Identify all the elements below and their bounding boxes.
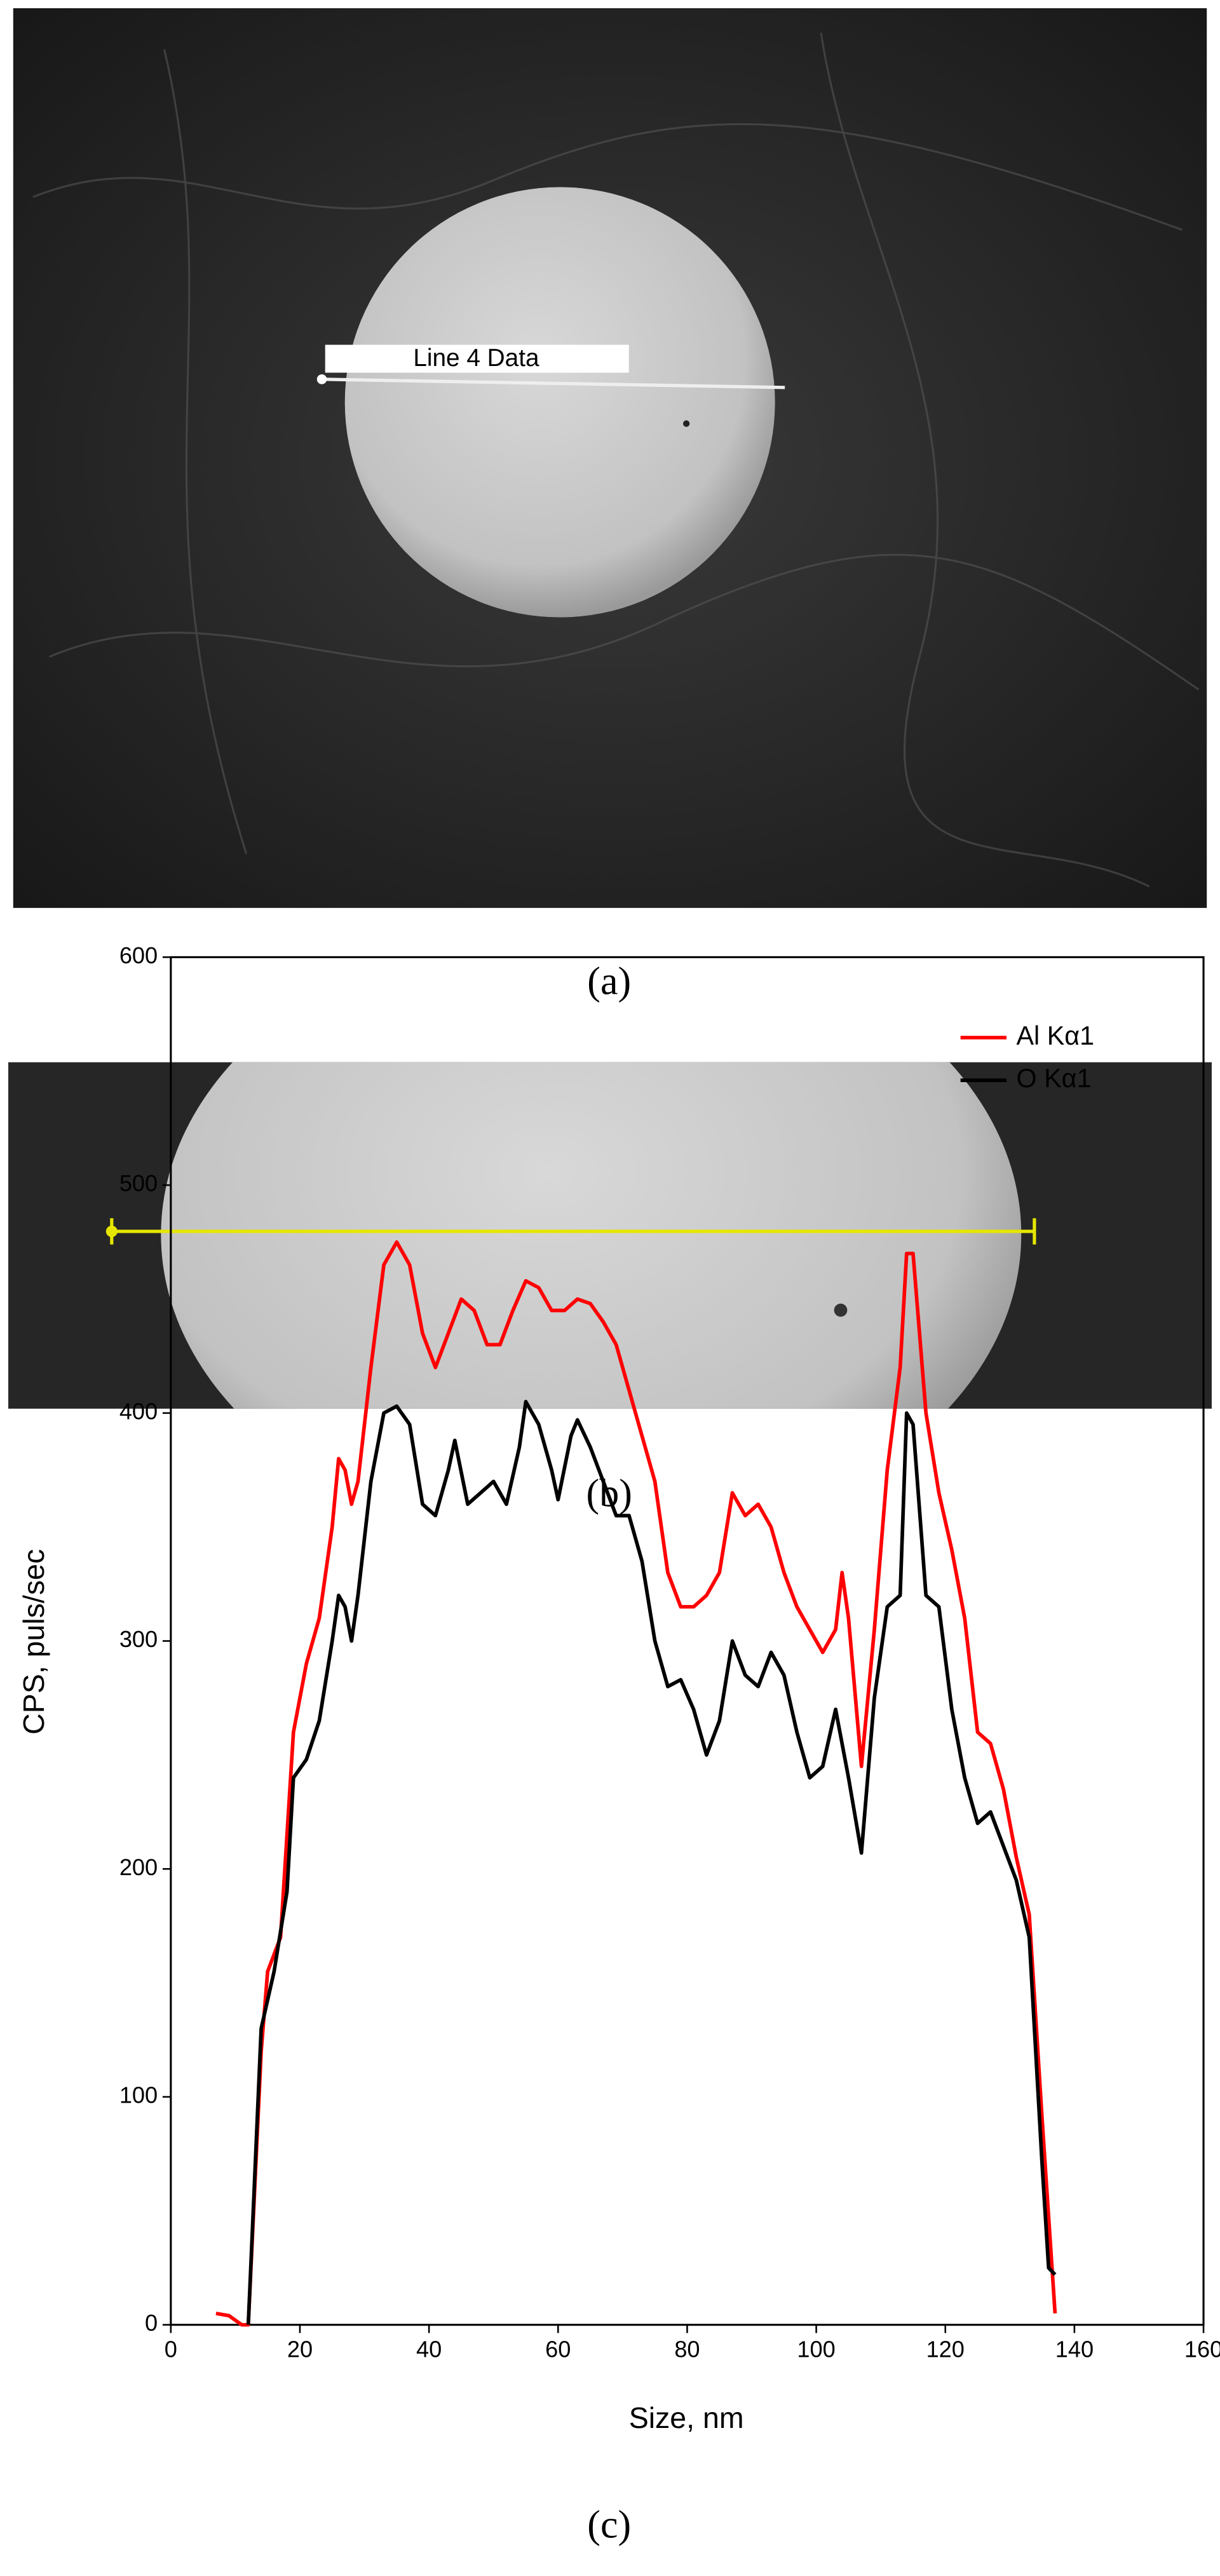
y-tick-label: 600 xyxy=(119,942,158,968)
annotation-box xyxy=(325,344,629,373)
x-tick-label: 60 xyxy=(545,2336,571,2362)
panel-label: (a) xyxy=(587,960,631,1003)
particle xyxy=(344,187,775,618)
chart-caption: (c) xyxy=(587,2503,631,2546)
y-tick-label: 500 xyxy=(119,1170,158,1196)
y-tick-label: 0 xyxy=(145,2310,158,2336)
legend-label: O Kα1 xyxy=(1016,1064,1091,1093)
fibers xyxy=(32,32,1200,888)
y-tick-label: 100 xyxy=(119,2082,158,2108)
spot xyxy=(682,420,690,427)
scan-start xyxy=(316,374,327,384)
annotation: Line 4 Data xyxy=(413,344,539,372)
x-tick-label: 140 xyxy=(1055,2336,1094,2362)
legend-label: Al Kα1 xyxy=(1016,1021,1094,1050)
y-tick-label: 400 xyxy=(119,1398,158,1424)
data-line xyxy=(215,1240,1057,2327)
x-tick-label: 160 xyxy=(1184,2336,1220,2362)
scan-start xyxy=(105,1225,118,1237)
y-tick-label: 300 xyxy=(119,1626,158,1652)
x-tick-label: 100 xyxy=(797,2336,835,2362)
y-tick-label: 200 xyxy=(119,1854,158,1880)
x-tick-label: 20 xyxy=(287,2336,313,2362)
spot xyxy=(834,1303,848,1317)
scan-line xyxy=(322,377,785,390)
x-tick-label: 120 xyxy=(926,2336,965,2362)
x-tick-label: 40 xyxy=(416,2336,442,2362)
data-line xyxy=(246,1400,1057,2325)
x-axis-label: Size, nm xyxy=(629,2401,744,2434)
y-axis-label: CPS, puls/sec xyxy=(17,1549,50,1735)
x-tick-label: 0 xyxy=(165,2336,177,2362)
x-tick-label: 80 xyxy=(674,2336,700,2362)
